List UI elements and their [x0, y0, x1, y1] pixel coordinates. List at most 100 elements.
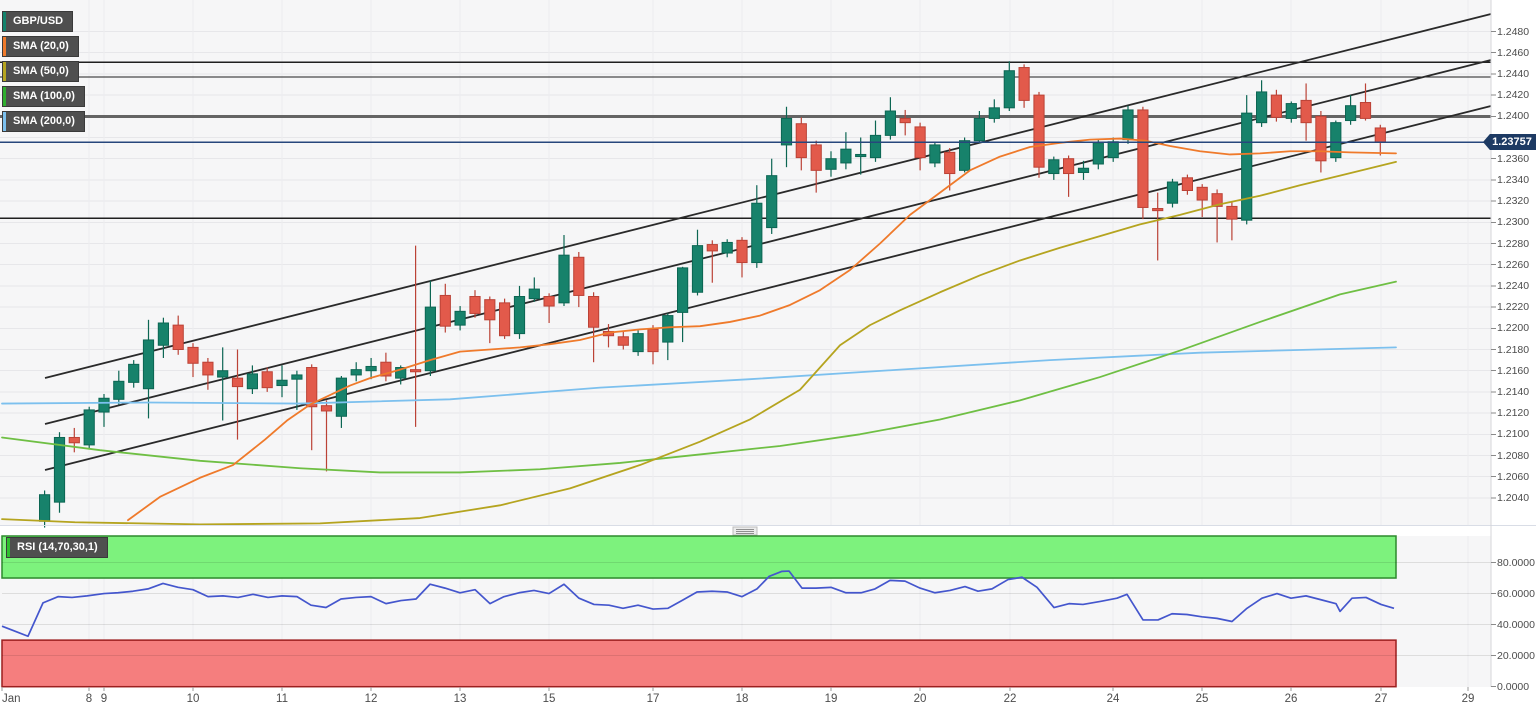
- time-axis-label: Jan: [2, 693, 21, 705]
- rsi-overbought-band: [1, 535, 1397, 579]
- indicator-chip-sma100[interactable]: SMA (100,0): [3, 87, 84, 106]
- candle-up: [1122, 109, 1134, 141]
- candle-up: [291, 374, 303, 380]
- time-axis-label: 11: [276, 693, 288, 705]
- candle-up: [780, 117, 793, 146]
- candle-down: [1063, 158, 1075, 175]
- indicator-chip-rsi[interactable]: RSI (14,70,30,1): [7, 538, 107, 557]
- candle-down: [1137, 109, 1149, 208]
- price-axis-label: 1.2200: [1497, 322, 1530, 335]
- candle-up: [113, 380, 125, 400]
- candle-down: [1211, 193, 1223, 207]
- candle-down: [410, 369, 422, 373]
- candle-down: [543, 296, 555, 307]
- indicator-chip-rsi-label: RSI (14,70,30,1): [17, 541, 98, 553]
- rsi-axis-label: 20.0000: [1497, 649, 1535, 662]
- indicator-chip-sma20[interactable]: SMA (20,0): [3, 37, 78, 56]
- candle-up: [721, 241, 733, 254]
- candle-up: [662, 315, 674, 343]
- candle-up: [1077, 167, 1090, 173]
- price-axis-label: 1.2360: [1497, 152, 1530, 165]
- candle-up: [276, 379, 288, 387]
- candle-down: [573, 256, 585, 296]
- indicator-chip-sma50[interactable]: SMA (50,0): [3, 62, 78, 81]
- candle-up: [53, 436, 66, 503]
- time-axis-label: 19: [824, 693, 838, 705]
- candle-down: [1033, 94, 1045, 168]
- candle-down: [1226, 205, 1238, 220]
- candle-down: [795, 123, 807, 159]
- divider-handle[interactable]: [732, 526, 758, 536]
- candle-down: [736, 239, 748, 264]
- candle-down: [231, 377, 244, 388]
- candle-down: [810, 144, 822, 171]
- candle-down: [261, 371, 273, 389]
- symbol-chip-label: GBP/USD: [13, 15, 64, 27]
- candle-up: [884, 110, 896, 136]
- indicator-chip-sma20-label: SMA (20,0): [13, 40, 69, 52]
- candle-down: [68, 436, 80, 444]
- candle-up: [1241, 112, 1253, 221]
- price-axis-label: 1.2060: [1497, 470, 1530, 483]
- candle-up: [217, 370, 229, 378]
- time-axis-label: 9: [100, 693, 108, 705]
- candle-down: [469, 296, 481, 314]
- candle-up: [929, 144, 941, 164]
- price-axis-label: 1.2120: [1497, 407, 1530, 420]
- candle-up: [1092, 142, 1104, 165]
- symbol-chip[interactable]: GBP/USD: [3, 12, 73, 31]
- indicator-chip-sma200[interactable]: SMA (200,0): [3, 112, 84, 131]
- candle-up: [691, 245, 704, 293]
- price-axis-label: 1.2080: [1497, 449, 1530, 462]
- candle-down: [1270, 94, 1283, 118]
- time-axis-label: 27: [1374, 693, 1388, 705]
- candle-down: [306, 367, 318, 408]
- time-axis-label: 29: [1461, 693, 1475, 705]
- time-axis-label: 10: [186, 693, 200, 705]
- sma20-line: [127, 137, 1397, 522]
- candle-down: [1196, 186, 1208, 201]
- price-axis-label: 1.2100: [1497, 428, 1530, 441]
- candle-up: [558, 254, 570, 304]
- price-axis-label: 1.2420: [1497, 89, 1530, 102]
- candle-down: [202, 361, 214, 376]
- time-axis-label: 20: [913, 693, 927, 705]
- price-axis-label: 1.2440: [1497, 67, 1530, 80]
- time-axis-label: 18: [735, 693, 749, 705]
- price-axis-label: 1.2240: [1497, 279, 1530, 292]
- time-axis-label: 24: [1106, 693, 1120, 705]
- candle-down: [380, 361, 392, 377]
- indicator-chip-sma50-color-swatch: [3, 62, 6, 81]
- indicator-chip-sma50-label: SMA (50,0): [13, 65, 69, 77]
- price-axis-label: 1.2220: [1497, 301, 1530, 314]
- indicator-chip-sma100-label: SMA (100,0): [13, 90, 75, 102]
- candle-down: [1300, 99, 1312, 124]
- candle-up: [424, 306, 436, 372]
- candle-down: [1359, 102, 1372, 119]
- time-axis-label: 15: [542, 693, 556, 705]
- price-axis-label: 1.2320: [1497, 195, 1530, 208]
- candle-up: [1330, 122, 1342, 159]
- candle-down: [439, 294, 451, 327]
- candle-down: [944, 151, 956, 175]
- price-axis-label: 1.2460: [1497, 46, 1530, 59]
- time-axis-label: 17: [646, 693, 660, 705]
- sma100-line: [1, 280, 1397, 474]
- candle-down: [187, 346, 199, 364]
- candle-up: [677, 267, 689, 313]
- price-axis-label: 1.2480: [1497, 25, 1530, 38]
- candle-down: [499, 302, 511, 337]
- indicator-chip-sma20-color-swatch: [3, 37, 6, 56]
- indicator-chip-sma100-color-swatch: [3, 87, 6, 106]
- price-axis-label: 1.2160: [1497, 364, 1530, 377]
- candle-down: [1181, 177, 1194, 191]
- candle-down: [320, 405, 333, 412]
- candle-down: [617, 336, 629, 346]
- candle-down: [172, 324, 184, 350]
- rsi-line: [1, 570, 1395, 638]
- candle-up: [1048, 159, 1060, 175]
- price-axis-label: 1.2140: [1497, 385, 1530, 398]
- time-axis-label: 13: [453, 693, 467, 705]
- candle-up: [395, 367, 407, 379]
